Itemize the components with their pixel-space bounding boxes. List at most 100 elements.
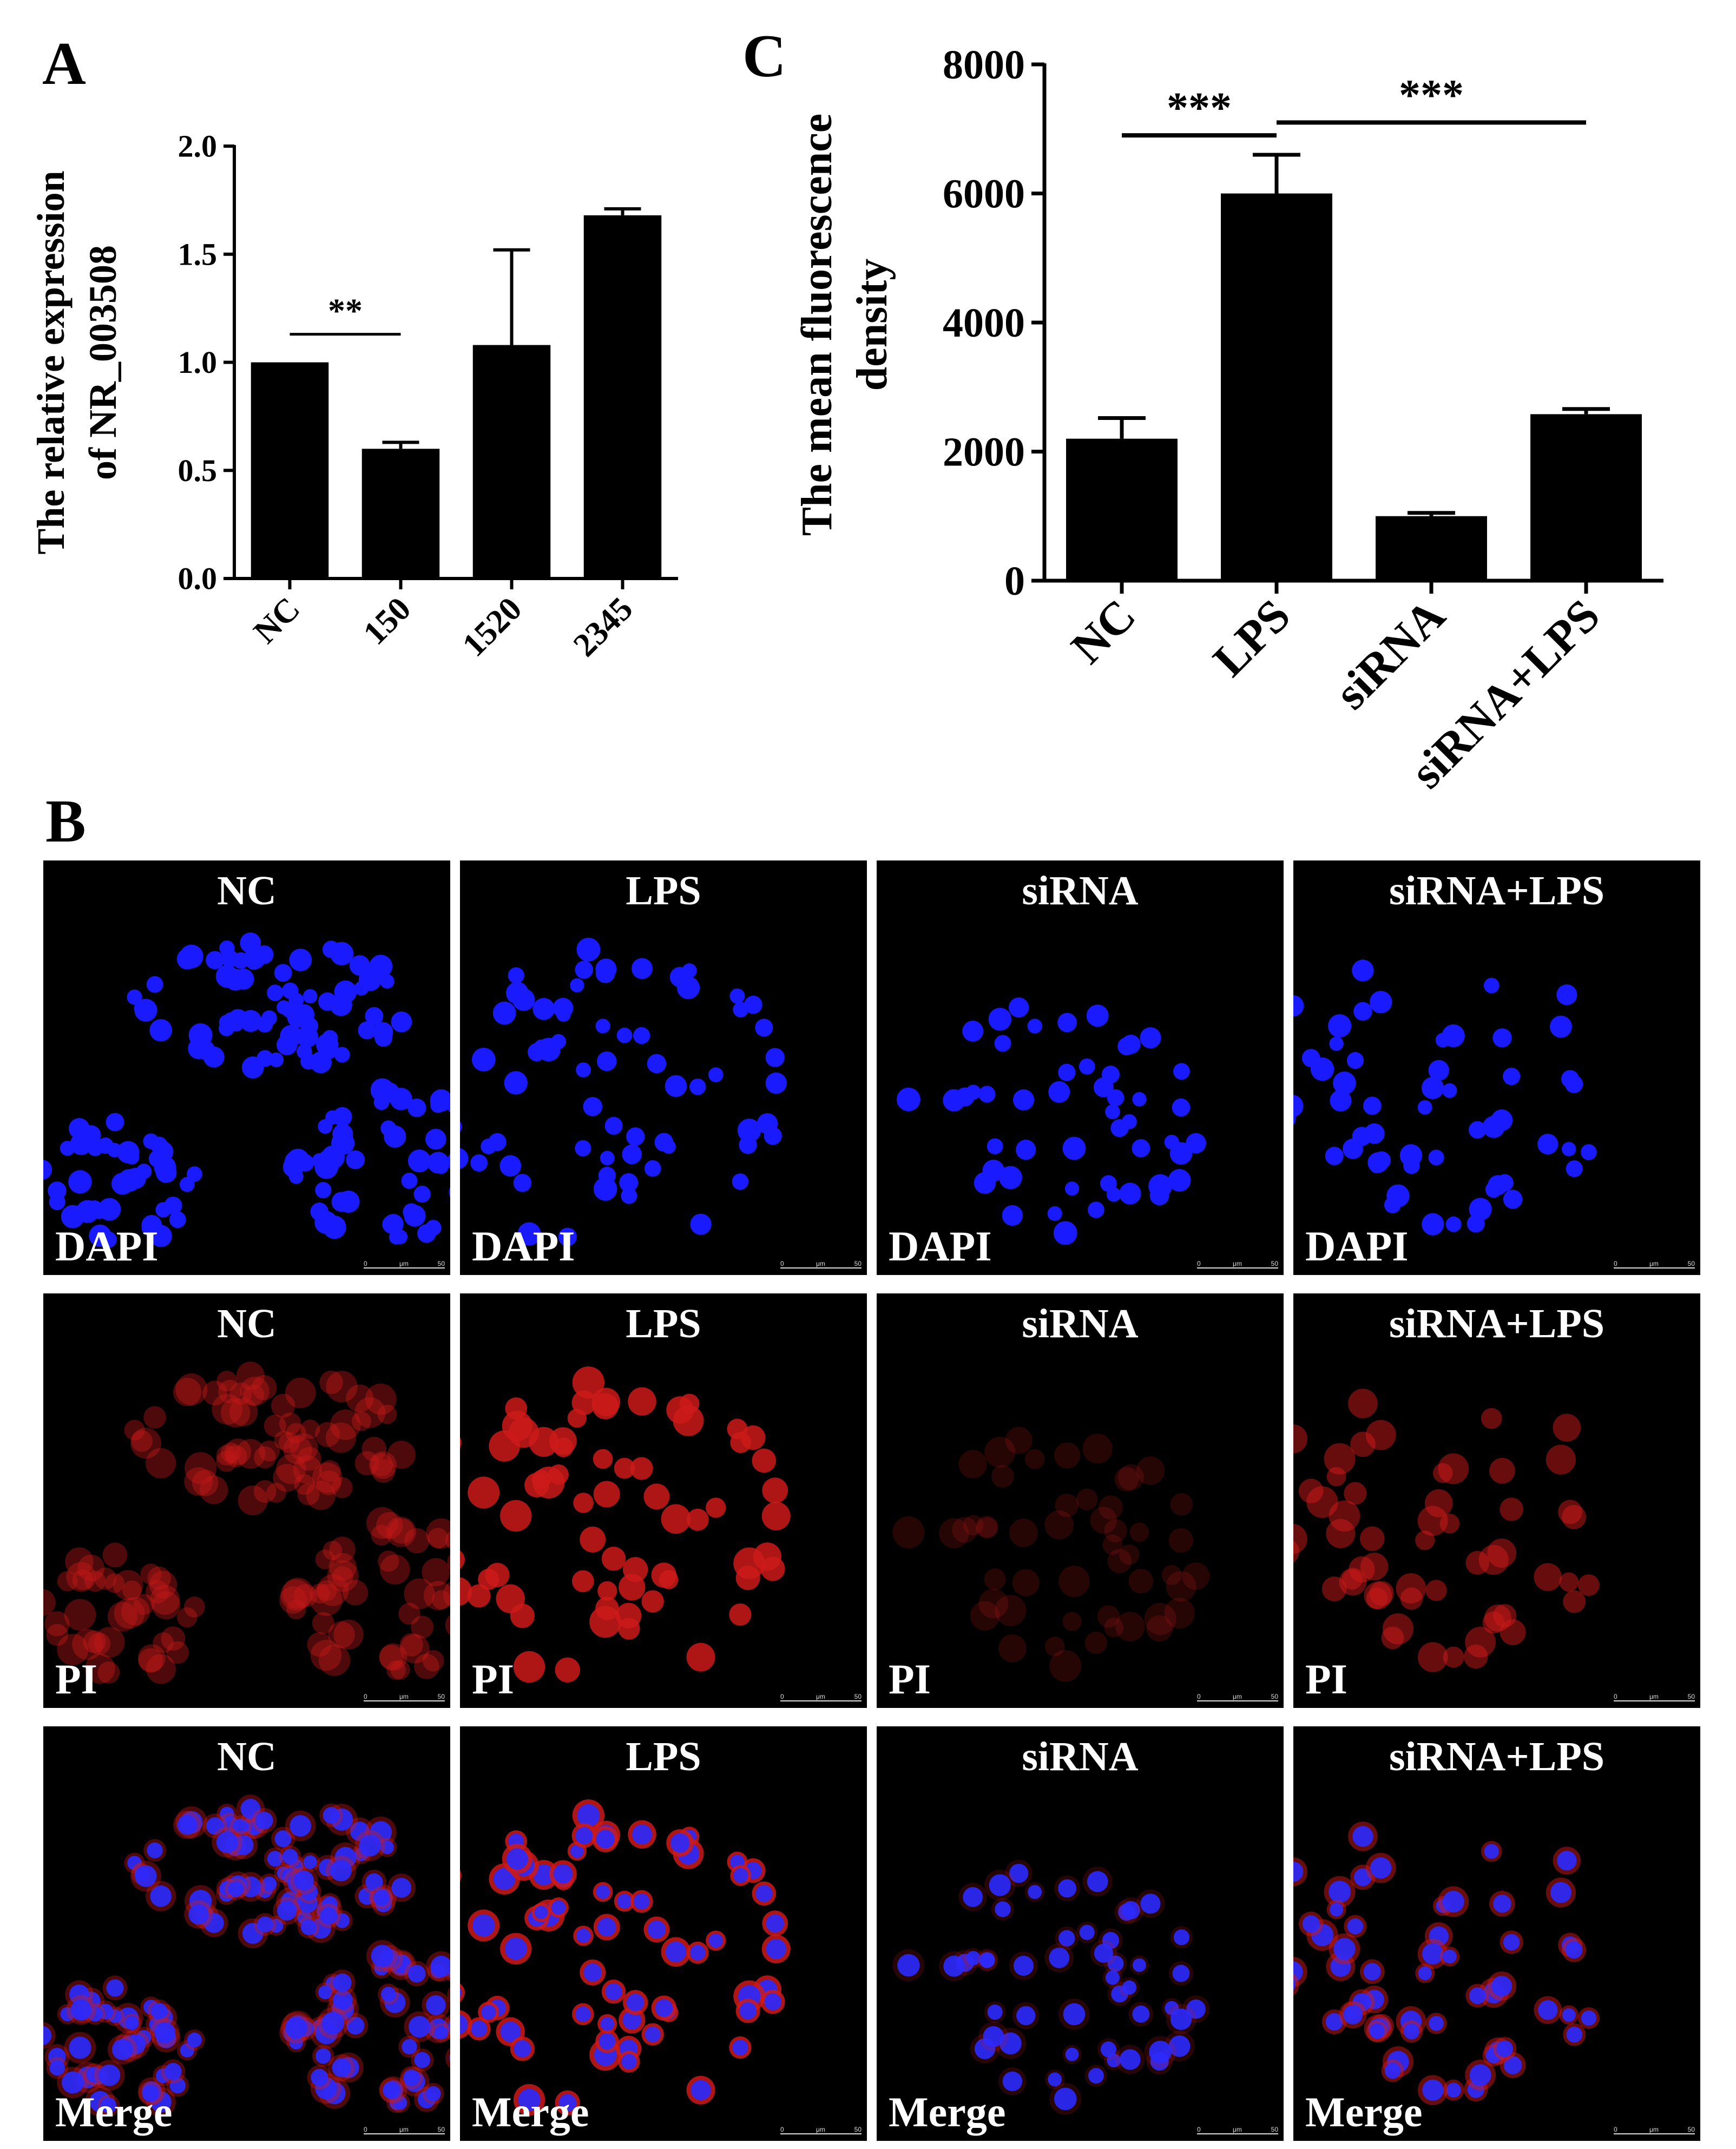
merge-nucleus (320, 1907, 338, 1925)
pi-cell (216, 1450, 237, 1472)
pi-cell (43, 1589, 56, 1616)
pi-cell (282, 1578, 314, 1609)
merge-nucleus (330, 1859, 352, 1882)
merge-nucleus (70, 1999, 92, 2021)
pi-cell (175, 1373, 208, 1405)
dapi-nucleus (1009, 997, 1029, 1018)
dapi-nucleus (570, 978, 584, 993)
merge-nucleus (1065, 2047, 1079, 2061)
merge-nucleus (577, 1804, 600, 1827)
pi-cell (1012, 1569, 1040, 1596)
merge-nucleus (1121, 1901, 1140, 1920)
micrograph-title: NC (217, 1301, 277, 1346)
merge-nucleus (311, 2068, 328, 2086)
merge-nucleus (733, 1868, 748, 1883)
dapi-nucleus (583, 1097, 602, 1116)
pi-cell (327, 1560, 359, 1592)
dapi-nucleus (1469, 1198, 1492, 1221)
scale-bar-label: 50 (437, 1260, 445, 1267)
pi-cell (46, 1624, 69, 1646)
merge-nucleus (1442, 1949, 1457, 1964)
scale-bar-label: 50 (1271, 1693, 1278, 1700)
pi-cell (294, 1474, 315, 1495)
dapi-nucleus (1012, 1089, 1035, 1110)
scale-bar: 0 μm 50 (1614, 1693, 1695, 1701)
dapi-nucleus (513, 1174, 532, 1192)
dapi-nucleus (647, 1054, 667, 1074)
pi-cell (240, 1376, 269, 1407)
pi-cell (1182, 1562, 1210, 1590)
scale-bar-label: μm (816, 2126, 825, 2133)
dapi-nucleus (1119, 1182, 1141, 1205)
scale-bar-label: μm (399, 1260, 409, 1267)
scale-bar: 0 μm 50 (364, 1260, 445, 1269)
pi-cell (279, 1586, 307, 1614)
merge-nucleus (472, 1914, 495, 1937)
pi-cell (259, 1440, 280, 1462)
pi-cell (571, 1390, 596, 1415)
pi-cell (252, 1375, 277, 1401)
merge-nucleus (1422, 1943, 1444, 1965)
pi-cell (963, 1515, 984, 1536)
merge-nucleus (269, 1918, 284, 1933)
scale-bar-label: 50 (1687, 2126, 1695, 2133)
merge-nucleus (49, 2060, 65, 2076)
cell-image (1293, 1389, 1600, 1673)
pi-cell (365, 1383, 397, 1415)
merge-nucleus (1418, 1966, 1432, 1980)
pi-cell (1562, 1504, 1587, 1529)
pi-cell (423, 1581, 450, 1611)
merge-nucleus (216, 1831, 238, 1854)
pi-cell (573, 1493, 594, 1513)
dapi-nucleus (733, 1002, 749, 1017)
merge-nucleus (1469, 1987, 1486, 2005)
dapi-nucleus (106, 1113, 124, 1132)
merge-nucleus (1293, 1979, 1296, 1990)
merge-nucleus (575, 2006, 591, 2022)
dapi-nucleus (1172, 1098, 1191, 1117)
micrograph-pi-sirna-lps: siRNA+LPS PI 0 μm 50 (1293, 1293, 1700, 1708)
dapi-nucleus (1140, 1027, 1161, 1049)
merge-nucleus (111, 2039, 133, 2060)
pi-cell (1577, 1574, 1600, 1596)
dapi-nucleus (274, 964, 292, 982)
micrograph-title: NC (217, 1734, 277, 1779)
merge-nucleus (1557, 1850, 1577, 1871)
merge-nucleus (1132, 2005, 1150, 2023)
merge-nucleus (558, 2094, 577, 2112)
dapi-nucleus (1047, 1206, 1062, 1221)
dapi-nucleus (622, 1144, 642, 1165)
scale-bar-label: 0 (1614, 1693, 1617, 1700)
merge-pi-cell (460, 1870, 462, 1882)
merge-nucleus (267, 1851, 283, 1867)
cell-image (460, 1799, 791, 2116)
pi-cell (369, 1451, 397, 1479)
y-tick-label: 0.5 (178, 453, 218, 488)
pi-cell (762, 1477, 788, 1503)
pi-cell (431, 1590, 450, 1609)
pi-cell (124, 1419, 145, 1441)
merge-nucleus (127, 1856, 142, 1870)
scale-bar: 0 μm 50 (364, 2126, 445, 2134)
merge-nucleus (373, 1889, 390, 1906)
dapi-nucleus (1328, 1014, 1352, 1038)
pi-cell (315, 1549, 336, 1569)
merge-nucleus (106, 1979, 124, 1997)
pi-cell (133, 1594, 155, 1615)
scale-bar-label: 50 (854, 1693, 862, 1700)
merge-nucleus (188, 1904, 209, 1925)
pi-cell (593, 1449, 613, 1469)
pi-cell (310, 1584, 343, 1616)
dapi-nucleus (1566, 1160, 1583, 1178)
pi-cell (1044, 1510, 1074, 1540)
merge-nucleus (150, 2003, 168, 2020)
merge-nucleus (470, 2020, 488, 2038)
scale-bar: 0 μm 50 (1197, 1693, 1278, 1701)
pi-cell (1329, 1500, 1360, 1532)
cell-image (897, 997, 1206, 1245)
dapi-nucleus (1442, 1024, 1465, 1048)
pi-cell (88, 1632, 111, 1655)
y-tick-label: 1.5 (178, 236, 218, 272)
pi-cell (460, 1550, 465, 1569)
y-axis-label-line-2: of NR_003508 (81, 245, 124, 480)
